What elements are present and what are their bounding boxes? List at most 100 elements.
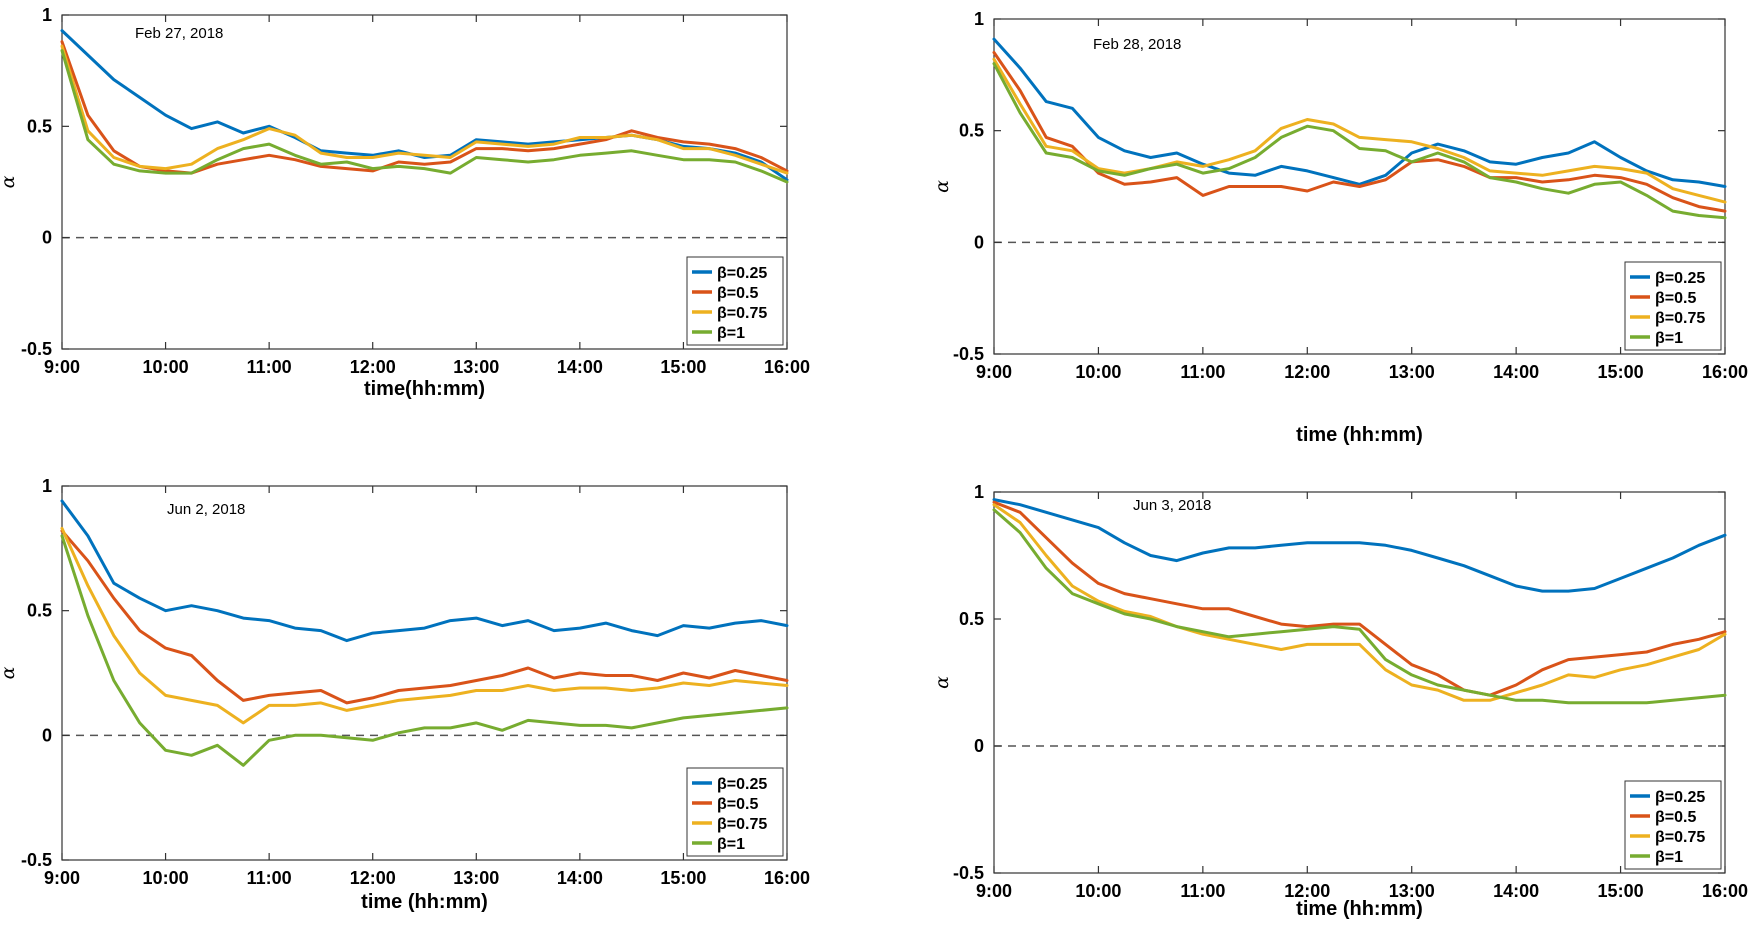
x-tick-label: 12:00 (1284, 881, 1330, 901)
date-annotation: Jun 3, 2018 (1133, 497, 1211, 514)
x-tick-label: 13:00 (453, 357, 499, 377)
x-tick-label: 13:00 (1389, 362, 1435, 382)
legend: β=0.25 β=0.5 β=0.75 β=1 (686, 767, 784, 857)
x-tick-label: 12:00 (350, 868, 396, 888)
x-tick-label: 16:00 (764, 868, 810, 888)
y-tick-label: 0.5 (959, 609, 984, 629)
x-tick-label: 15:00 (660, 868, 706, 888)
chart-panel-4: 1 0.5 0 -0.59:00 10:00 11:00 12:00 13:00 14:00 15… (931, 482, 1748, 920)
x-tick-label: 14:00 (557, 357, 603, 377)
legend-label-beta-0.25: β=0.25 (717, 265, 767, 282)
x-tick-label: 16:00 (1702, 362, 1748, 382)
y-tick-label: -0.5 (953, 344, 984, 364)
series-line-beta-0.5 (60, 529, 789, 705)
y-axis-title: α (931, 180, 953, 193)
legend-label-beta-0.5: β=0.5 (717, 285, 758, 302)
x-axis-title: time(hh:mm) (364, 378, 485, 400)
series-line-beta-0.75 (992, 503, 1727, 702)
x-axis-title: time (hh:mm) (361, 891, 488, 913)
plot-area (61, 14, 788, 350)
x-tick-label: 13:00 (453, 868, 499, 888)
date-annotation: Feb 27, 2018 (135, 25, 223, 42)
plot-area (61, 485, 788, 861)
series-line-beta-1 (60, 534, 789, 767)
y-tick-label: -0.5 (953, 863, 984, 883)
series-line-beta-1 (992, 62, 1727, 220)
series-line-beta-0.75 (60, 526, 789, 725)
chart-panel-3: 1 0.5 0 -0.59:00 10:00 11:00 12:00 13:00 14:00 15… (0, 476, 810, 913)
series-line-beta-0.75 (60, 44, 789, 175)
chart-panel-2: 1 0.5 0 -0.59:00 10:00 11:00 12:00 13:00 14:00 15… (931, 9, 1748, 446)
y-axis-title: α (0, 175, 19, 188)
legend-label-beta-1: β=1 (717, 836, 745, 853)
chart-panel-1: 1 0.5 0 -0.59:00 10:00 11:00 12:00 13:00 14:00 15… (0, 5, 810, 400)
legend-label-beta-0.75: β=0.75 (717, 305, 767, 322)
x-tick-label: 12:00 (350, 357, 396, 377)
x-tick-label: 10:00 (1075, 881, 1121, 901)
legend-label-beta-0.75: β=0.75 (1655, 829, 1705, 846)
x-tick-label: 12:00 (1284, 362, 1330, 382)
y-tick-label: 1 (974, 9, 984, 29)
x-tick-label: 11:00 (247, 357, 292, 377)
y-tick-label: -0.5 (21, 850, 52, 870)
x-tick-label: 15:00 (1598, 362, 1644, 382)
x-axis-title: time (hh:mm) (1296, 424, 1423, 446)
legend-label-beta-1: β=1 (717, 325, 745, 342)
y-tick-label: 0 (42, 725, 52, 745)
legend: β=0.25 β=0.5 β=0.75 β=1 (1624, 261, 1722, 351)
x-tick-label: 14:00 (1493, 362, 1539, 382)
y-tick-label: -0.5 (21, 339, 52, 359)
x-tick-label: 14:00 (1493, 881, 1539, 901)
y-tick-label: 0.5 (27, 601, 52, 621)
series-line-beta-1 (60, 49, 789, 184)
series-line-beta-0.25 (60, 499, 789, 643)
y-tick-label: 0.5 (27, 116, 52, 136)
series-line-beta-0.75 (992, 57, 1727, 204)
legend-label-beta-0.25: β=0.25 (1655, 789, 1705, 806)
legend: β=0.25 β=0.5 β=0.75 β=1 (686, 256, 784, 346)
series-line-beta-0.5 (992, 500, 1727, 697)
legend-label-beta-0.75: β=0.75 (717, 816, 767, 833)
x-tick-label: 16:00 (764, 357, 810, 377)
x-tick-label: 9:00 (44, 357, 80, 377)
x-tick-label: 10:00 (143, 357, 189, 377)
x-tick-label: 14:00 (557, 868, 603, 888)
series-line-beta-0.25 (992, 37, 1727, 188)
y-tick-label: 1 (42, 476, 52, 496)
y-tick-label: 0 (974, 736, 984, 756)
legend-label-beta-1: β=1 (1655, 330, 1683, 347)
x-tick-label: 16:00 (1702, 881, 1748, 901)
legend-label-beta-0.5: β=0.5 (1655, 809, 1696, 826)
y-axis-title: α (931, 676, 953, 689)
x-tick-label: 15:00 (1598, 881, 1644, 901)
plot-area (993, 491, 1726, 874)
date-annotation: Jun 2, 2018 (167, 501, 245, 518)
legend-label-beta-1: β=1 (1655, 849, 1683, 866)
x-axis-title: time (hh:mm) (1296, 898, 1423, 920)
legend: β=0.25 β=0.5 β=0.75 β=1 (1624, 780, 1722, 870)
x-tick-label: 15:00 (660, 357, 706, 377)
legend-label-beta-0.25: β=0.25 (1655, 270, 1705, 287)
x-tick-label: 10:00 (1075, 362, 1121, 382)
x-tick-label: 11:00 (1180, 881, 1225, 901)
y-tick-label: 0.5 (959, 121, 984, 141)
y-tick-label: 1 (974, 482, 984, 502)
x-tick-label: 9:00 (44, 868, 80, 888)
y-axis-title: α (0, 666, 19, 679)
legend-label-beta-0.25: β=0.25 (717, 776, 767, 793)
x-tick-label: 9:00 (976, 881, 1012, 901)
x-tick-label: 13:00 (1389, 881, 1435, 901)
series-line-beta-1 (992, 508, 1727, 705)
x-tick-label: 10:00 (143, 868, 189, 888)
legend-label-beta-0.5: β=0.5 (1655, 290, 1696, 307)
series-line-beta-0.5 (992, 51, 1727, 213)
x-tick-label: 11:00 (1180, 362, 1225, 382)
x-tick-label: 9:00 (976, 362, 1012, 382)
series-line-beta-0.25 (992, 498, 1727, 593)
y-tick-label: 1 (42, 5, 52, 25)
legend-label-beta-0.75: β=0.75 (1655, 310, 1705, 327)
legend-label-beta-0.5: β=0.5 (717, 796, 758, 813)
y-tick-label: 0 (974, 232, 984, 252)
x-tick-label: 11:00 (247, 868, 292, 888)
